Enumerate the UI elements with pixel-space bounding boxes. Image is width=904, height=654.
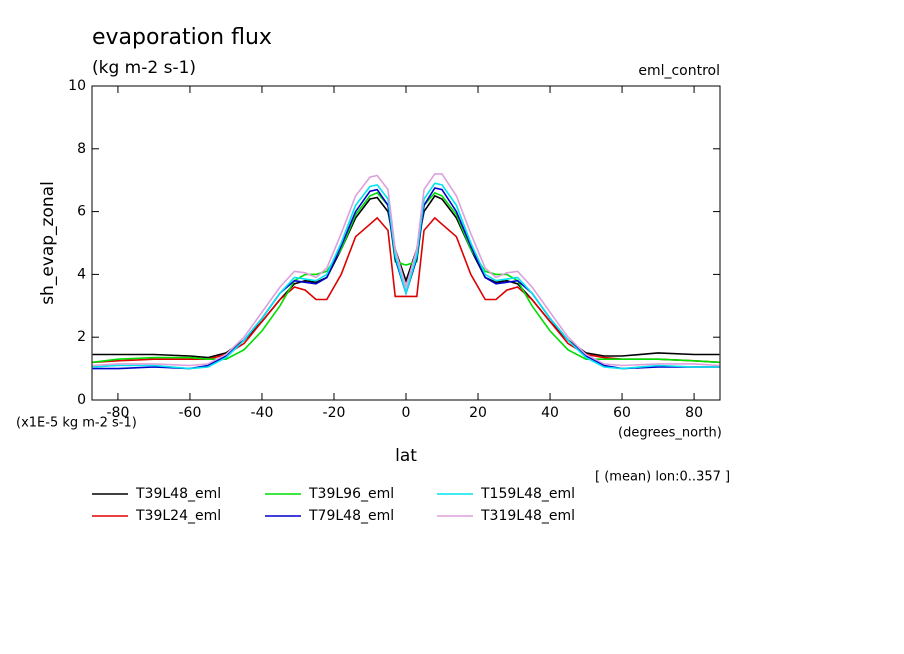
series-line [92, 194, 720, 359]
y-tick-label: 0 [77, 392, 86, 408]
x-tick-label: 40 [541, 405, 559, 421]
x-tick-label: 80 [685, 405, 703, 421]
legend-label: T39L48_eml [135, 486, 221, 502]
x-tick-label: 60 [613, 405, 631, 421]
annotation: eml_control [638, 63, 720, 79]
x-tick-label: -20 [323, 405, 346, 421]
x-units: (degrees_north) [618, 426, 722, 441]
x-axis-label: lat [395, 446, 417, 466]
y-axis-label: sh_evap_zonal [38, 181, 58, 305]
series-line [92, 173, 720, 367]
y-units: (x1E-5 kg m-2 s-1) [16, 416, 137, 431]
legend-label: T79L48_eml [308, 508, 394, 524]
y-tick-label: 10 [68, 78, 86, 94]
series-line [92, 191, 720, 364]
legend-label: T39L96_eml [308, 486, 394, 502]
legend-label: T159L48_eml [480, 486, 575, 502]
x-tick-label: -40 [251, 405, 274, 421]
legend-label: T39L24_eml [135, 508, 221, 524]
y-tick-label: 6 [77, 204, 86, 220]
series-line [92, 216, 720, 364]
x-tick-label: -80 [106, 405, 129, 421]
legend-label: T319L48_eml [480, 508, 575, 524]
chart-title: evaporation flux [92, 25, 272, 50]
y-tick-label: 2 [77, 329, 86, 345]
plot-frame [91, 85, 721, 401]
y-tick-label: 4 [77, 266, 86, 282]
x-tick-label: 0 [402, 405, 411, 421]
x-tick-label: -60 [179, 405, 202, 421]
y-tick-label: 8 [77, 141, 86, 157]
note: [ (mean) lon:0..357 ] [595, 470, 730, 485]
series-line [92, 182, 720, 370]
x-tick-label: 20 [469, 405, 487, 421]
chart-subtitle: (kg m-2 s-1) [92, 58, 196, 78]
